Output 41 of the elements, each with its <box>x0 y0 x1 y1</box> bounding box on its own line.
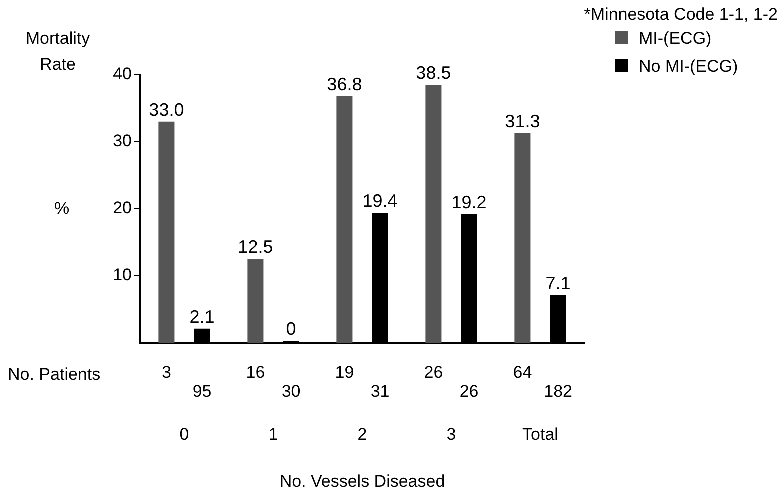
x-axis-title: No. Vessels Diseased <box>280 472 446 491</box>
text: 26 <box>460 382 479 401</box>
text: 3 <box>162 363 172 382</box>
bar <box>158 122 175 343</box>
data-label: 19.4 <box>362 190 398 211</box>
legend-label: No MI-(ECG) <box>639 57 738 76</box>
y-axis-title: Mortality Rate <box>26 29 91 74</box>
text: 19 <box>335 363 354 382</box>
x-tick-label: 2 <box>358 424 368 444</box>
y-tick-label: 10 <box>113 266 132 285</box>
bar <box>336 96 353 343</box>
text: 16 <box>246 363 266 382</box>
legend-label: MI-(ECG) <box>639 29 712 48</box>
bar <box>426 85 442 343</box>
text: 64 <box>513 363 532 382</box>
x-tick-label: 0 <box>180 424 190 444</box>
bar <box>248 259 264 343</box>
x-tick-label: 1 <box>268 424 278 444</box>
text: % <box>54 199 70 218</box>
data-label: 38.5 <box>416 63 452 84</box>
text: 182 <box>544 382 572 401</box>
text: 30 <box>282 382 301 401</box>
data-label: 2.1 <box>190 306 215 327</box>
x-tick-label: 3 <box>446 424 456 444</box>
data-label: 31.3 <box>505 111 540 132</box>
text: No. Patients <box>8 365 101 384</box>
data-label: 7.1 <box>546 273 571 294</box>
text: 26 <box>424 363 444 382</box>
y-tick-label: 30 <box>113 132 132 151</box>
data-label: 36.8 <box>327 74 362 94</box>
data-label: 0 <box>286 318 296 339</box>
text: 95 <box>192 382 212 401</box>
text: *Minnesota Code 1-1, 1-2 <box>584 5 778 24</box>
data-label: 12.5 <box>238 237 274 258</box>
x-tick-label: Total <box>522 424 558 444</box>
y-tick-label: 40 <box>113 64 132 84</box>
data-label: 33.0 <box>149 100 184 120</box>
text: 31 <box>370 382 390 401</box>
data-label: 19.2 <box>452 192 487 212</box>
bar <box>514 133 531 343</box>
y-tick-label: 20 <box>113 198 132 218</box>
